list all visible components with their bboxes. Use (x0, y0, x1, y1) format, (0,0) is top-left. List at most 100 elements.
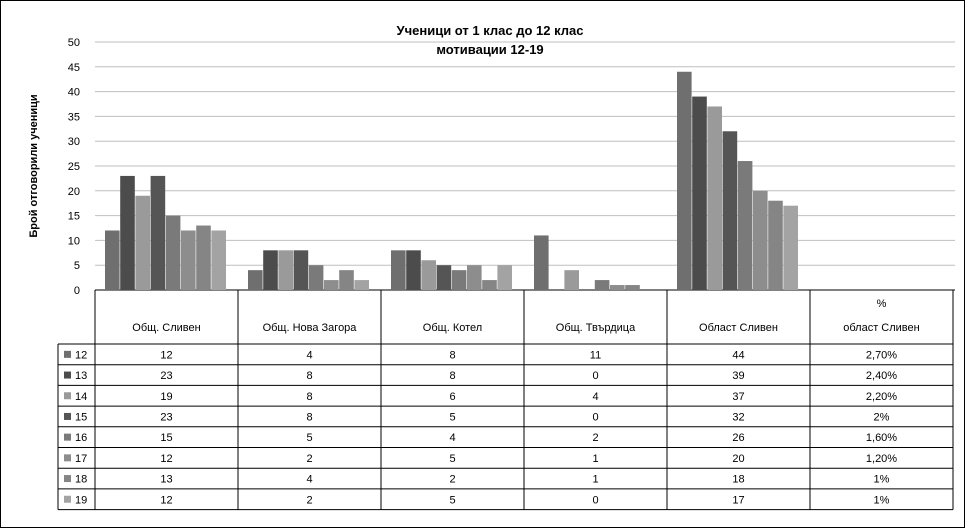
data-label: 2 (592, 432, 598, 444)
bar (534, 235, 549, 290)
bar (467, 265, 482, 290)
data-label: 32 (732, 411, 744, 423)
data-table: Общ. Сливен Общ. Нова Загора Общ. Котел Общ… (57, 290, 954, 511)
bar (482, 280, 497, 290)
bar (263, 250, 278, 290)
y-axis-ticks: 0 5 10 15 20 25 30 35 40 45 50 (68, 37, 80, 297)
percent-label: 2% (874, 411, 890, 423)
bar (293, 250, 309, 290)
data-label: 26 (732, 432, 744, 444)
data-label: 18 (732, 474, 744, 486)
bar (753, 190, 768, 290)
bar (248, 270, 263, 290)
bar (324, 280, 339, 290)
data-label: 23 (160, 370, 172, 382)
percent-label: 1% (874, 474, 890, 486)
bar (196, 225, 211, 290)
percent-label: 1,20% (866, 453, 897, 465)
bar (783, 205, 798, 290)
data-label: 4 (306, 474, 312, 486)
y-tick-label: 35 (68, 111, 80, 123)
category-label: Общ. Котел (423, 322, 482, 334)
bar (120, 175, 135, 290)
data-label: 12 (160, 494, 172, 506)
data-label: 5 (306, 432, 312, 444)
data-label: 8 (306, 411, 312, 423)
percent-label: 1,60% (866, 432, 897, 444)
legend-swatch (64, 392, 71, 400)
bar (564, 270, 579, 290)
bar (421, 260, 436, 290)
data-label: 8 (306, 391, 312, 403)
legend-swatch (64, 371, 71, 379)
category-label: Общ. Нова Загора (263, 322, 358, 334)
data-label: 8 (306, 370, 312, 382)
legend-label: 19 (75, 494, 87, 506)
category-label: Общ. Твърдица (556, 322, 636, 334)
data-label: 4 (449, 432, 455, 444)
legend-swatch (64, 412, 71, 420)
data-label: 23 (160, 411, 172, 423)
legend-label: 14 (75, 391, 87, 403)
bar (150, 175, 166, 290)
bar (737, 161, 753, 290)
legend-swatch (64, 475, 71, 483)
data-label: 8 (449, 349, 455, 361)
legend-swatch (64, 350, 71, 358)
chart-title-line-1: Ученици от 1 клас до 12 клас (397, 23, 584, 38)
data-label: 1 (592, 474, 598, 486)
y-tick-label: 40 (68, 87, 80, 99)
data-label: 13 (160, 474, 172, 486)
percent-label: 2,20% (866, 391, 897, 403)
data-label: 4 (592, 391, 598, 403)
data-label: 0 (592, 370, 598, 382)
data-label: 20 (732, 453, 744, 465)
y-tick-label: 5 (74, 260, 80, 272)
legend-label: 18 (75, 474, 87, 486)
y-tick-label: 0 (74, 285, 80, 297)
bar (707, 106, 722, 290)
legend-label: 15 (75, 411, 87, 423)
y-tick-label: 25 (68, 161, 80, 173)
data-label: 11 (590, 349, 601, 361)
y-tick-label: 20 (68, 186, 80, 198)
legend-swatch (64, 495, 71, 503)
bar (354, 280, 369, 290)
y-tick-label: 15 (68, 211, 80, 223)
data-label: 5 (449, 411, 455, 423)
bar (406, 250, 421, 290)
bar (308, 265, 324, 290)
data-label: 19 (160, 391, 172, 403)
y-tick-label: 30 (68, 136, 80, 148)
percent-label: 1% (874, 494, 890, 506)
bar (594, 280, 610, 290)
bar (497, 265, 512, 290)
y-tick-label: 45 (68, 62, 80, 74)
legend-label: 13 (75, 370, 87, 382)
bar (625, 285, 640, 290)
data-label: 4 (306, 349, 312, 361)
data-label: 37 (732, 391, 744, 403)
y-tick-label: 10 (68, 235, 80, 247)
data-label: 5 (449, 453, 455, 465)
data-label: 12 (160, 453, 172, 465)
category-label: Област Сливен (699, 322, 778, 334)
percent-label: 2,70% (866, 349, 897, 361)
data-label: 2 (306, 494, 312, 506)
y-axis-label: Брой отговорили ученици (28, 94, 40, 237)
legend-swatch (64, 454, 71, 462)
bar (436, 265, 452, 290)
data-label: 8 (449, 370, 455, 382)
bar (211, 230, 226, 290)
bar (610, 285, 625, 290)
bar (105, 230, 120, 290)
data-label: 17 (732, 494, 744, 506)
bar (391, 250, 406, 290)
legend-swatch (64, 433, 71, 441)
percent-label: 2,40% (866, 370, 897, 382)
bar (692, 96, 707, 290)
bar (278, 250, 293, 290)
data-label: 15 (160, 432, 172, 444)
legend-label: 17 (75, 453, 87, 465)
y-tick-label: 50 (68, 37, 80, 49)
